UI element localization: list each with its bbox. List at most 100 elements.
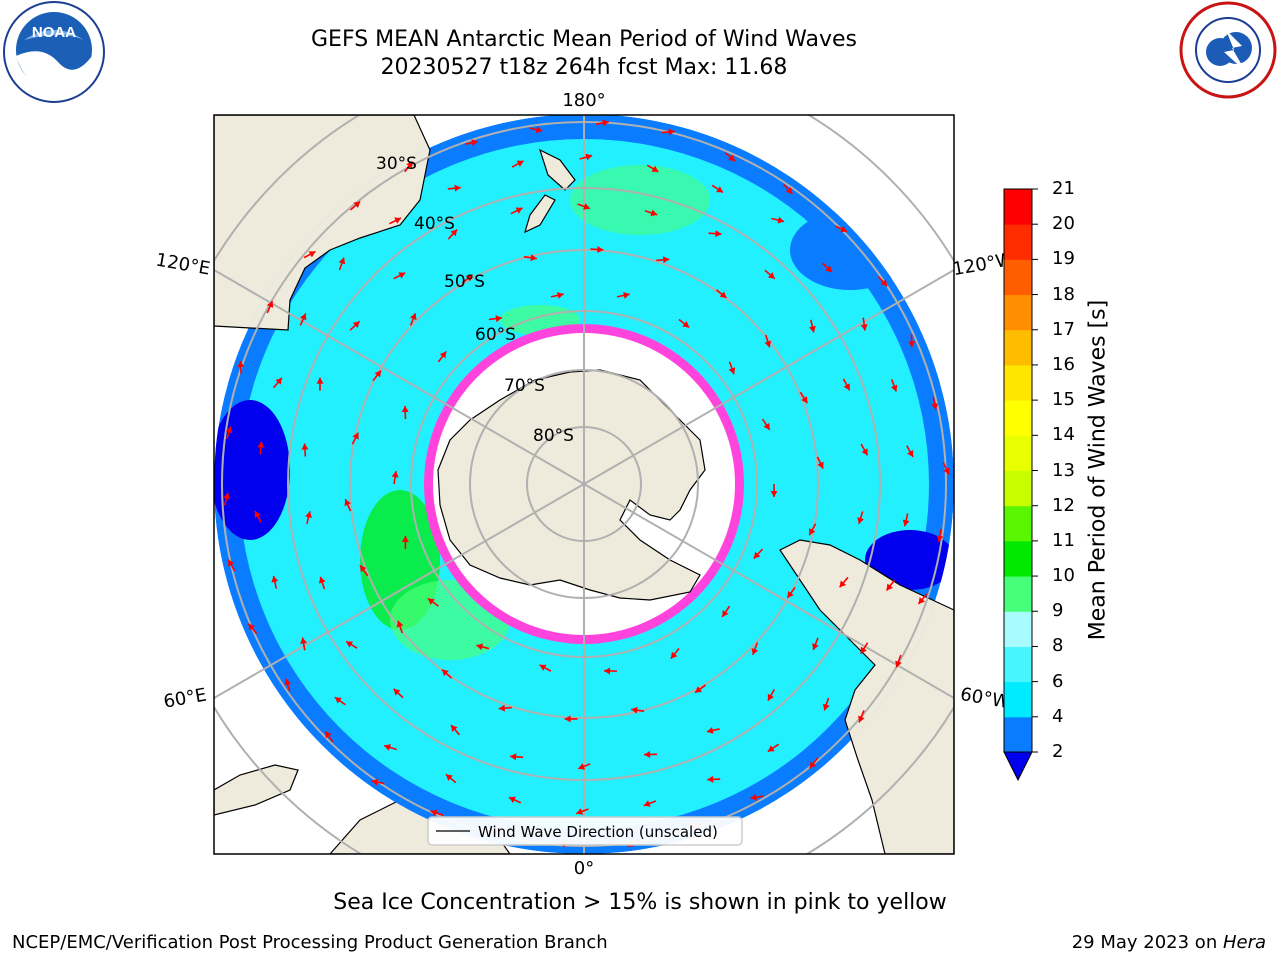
wind-arrow-head	[860, 646, 867, 654]
nws-logo	[1176, 0, 1280, 104]
wind-arrow-head	[564, 715, 571, 723]
wind-arrow-head	[318, 576, 326, 584]
svg-text:NOAA: NOAA	[32, 24, 76, 41]
wind-arrow-head	[623, 291, 630, 299]
wind-arrow-head	[465, 274, 473, 282]
wind-arrow-head	[767, 693, 774, 701]
wind-arrow-head	[498, 704, 505, 712]
wind-arrow-head	[770, 491, 778, 497]
colorbar-tick-label: 6	[1052, 670, 1064, 692]
lon-label-0: 0°	[574, 858, 594, 879]
wind-arrow-head	[931, 403, 939, 410]
wind-arrow-head	[751, 647, 759, 655]
wind-arrow-head	[301, 443, 309, 450]
wind-arrow-head	[398, 272, 406, 279]
wind-arrow-head	[825, 265, 833, 273]
wind-arrow-head	[585, 153, 593, 161]
wind-arrow-head	[809, 761, 817, 769]
colorbar-tick-label: 18	[1052, 283, 1075, 305]
colorbar-tick-label: 21	[1052, 178, 1075, 199]
wind-arrow-head	[557, 291, 564, 299]
wind-arrow-head	[516, 160, 524, 167]
wind-arrow-head	[764, 340, 772, 348]
colorbar-tick-label: 4	[1052, 705, 1064, 727]
wind-arrow-head	[396, 620, 404, 628]
sea-ice-caption: Sea Ice Concentration > 15% is shown in …	[333, 890, 947, 915]
wind-arrow-head	[722, 609, 729, 617]
wind-arrow-head	[631, 706, 638, 714]
wind-arrow-head	[857, 517, 864, 524]
wind-arrow-head	[886, 583, 893, 591]
wind-arrow-head	[284, 678, 292, 686]
wind-arrow-head	[257, 441, 265, 448]
colorbar-band	[1004, 259, 1032, 296]
wind-arrow-head	[843, 383, 850, 391]
wind-arrow-head	[275, 377, 282, 385]
wind-arrow-head	[495, 315, 502, 323]
colorbar-band	[1004, 435, 1032, 471]
wind-arrow-head	[936, 535, 944, 542]
lat-label-40: 40°S	[414, 214, 455, 234]
wind-arrow-head	[695, 686, 702, 693]
colorbar-band	[1004, 576, 1032, 612]
wind-arrow-head	[918, 597, 926, 604]
wind-arrow-head	[344, 499, 351, 507]
wind-arrow-head	[808, 325, 816, 333]
colorbar-tick-label: 14	[1052, 424, 1075, 446]
wind-arrow-head	[943, 467, 950, 475]
wind-arrow-head	[668, 128, 675, 136]
wind-arrow-head	[508, 796, 516, 804]
footer-date: 29 May 2023 on Hera	[1071, 932, 1266, 953]
wind-arrow-head	[510, 753, 517, 761]
wind-arrow-head	[890, 384, 898, 392]
wind-arrow-head	[763, 422, 770, 430]
colorbar-tick-label: 11	[1052, 529, 1075, 551]
wind-arrow-head	[334, 697, 342, 704]
wind-arrow-head	[360, 565, 367, 573]
footer-machine: Hera	[1222, 932, 1266, 953]
wind-arrow-head	[777, 216, 785, 224]
colorbar-tick-label: 8	[1052, 635, 1064, 657]
wind-arrow-head	[682, 321, 690, 328]
wind-arrow-head	[394, 217, 402, 224]
wind-arrow-head	[908, 341, 916, 348]
wind-arrow-head	[895, 660, 902, 668]
wind-arrow-head	[248, 623, 255, 631]
wind-arrow-head	[401, 406, 409, 413]
wind-arrow-head	[325, 731, 332, 739]
wind-arrow-head	[223, 492, 230, 500]
wind-arrow-head	[750, 793, 757, 801]
colorbar-under-triangle	[1003, 751, 1033, 782]
wind-arrow-head	[809, 528, 816, 536]
wind-arrow-head	[410, 313, 417, 321]
wind-arrow-head	[880, 279, 888, 287]
colorbar-tick-label: 9	[1052, 600, 1064, 622]
wind-arrow-head	[271, 575, 279, 583]
colorbar-tick-label: 10	[1052, 565, 1075, 587]
lat-label-50: 50°S	[444, 272, 485, 292]
wind-arrow-head	[300, 313, 307, 321]
wind-arrow-head	[266, 300, 274, 308]
wind-arrow-head	[662, 256, 670, 264]
wind-arrow-head	[391, 471, 399, 478]
wind-arrow-head	[767, 745, 775, 752]
wind-arrow-head	[907, 450, 914, 457]
wind-arrow-head	[840, 225, 848, 233]
noaa-logo: NOAA	[2, 0, 106, 108]
wind-arrow-head	[719, 291, 727, 298]
colorbar-band	[1004, 189, 1032, 225]
map-frame	[213, 114, 955, 855]
colorbar-tick-label: 12	[1052, 494, 1075, 516]
colorbar-tick-label: 15	[1052, 389, 1075, 411]
wind-arrow-head	[352, 321, 360, 329]
graticule	[214, 115, 954, 854]
colorbar-tick-label: 19	[1052, 248, 1075, 270]
wind-arrow-head	[767, 272, 775, 279]
colorbar-tick-label: 13	[1052, 459, 1075, 481]
colorbar-band	[1004, 364, 1032, 401]
wind-arrow-head	[430, 809, 438, 817]
wind-arrow-head	[530, 254, 537, 262]
chart-title: GEFS MEAN Antarctic Mean Period of Wind …	[311, 27, 857, 52]
legend-label: Wind Wave Direction (unscaled)	[478, 823, 718, 841]
